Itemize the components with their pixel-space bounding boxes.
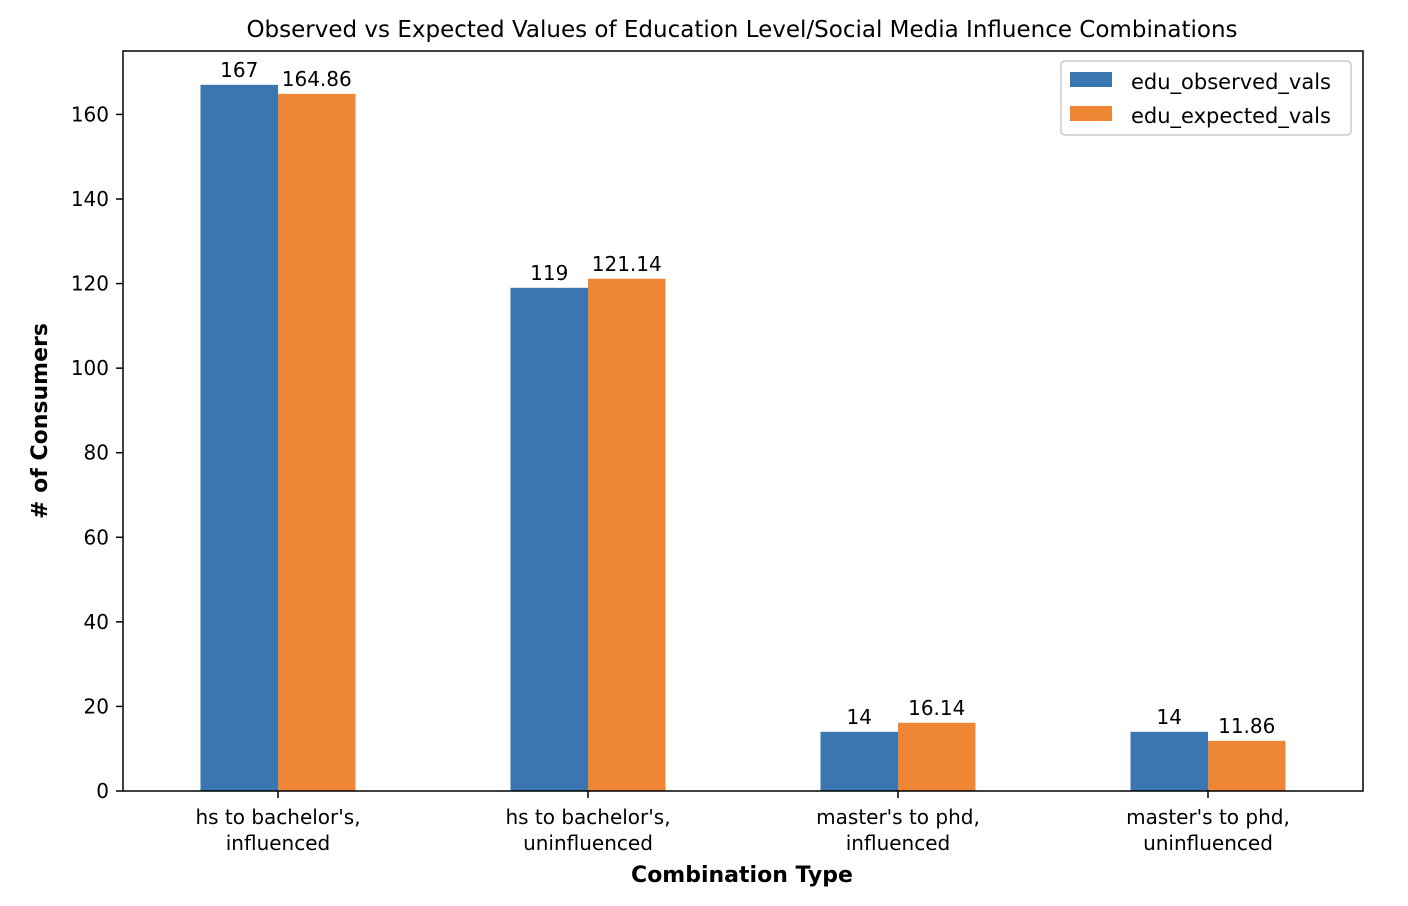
x-tick-label-0-line-1: influenced bbox=[226, 831, 330, 855]
bar-value-label-edu_observed_vals-1: 119 bbox=[530, 261, 568, 285]
bar-value-label-edu_expected_vals-2: 16.14 bbox=[908, 696, 965, 720]
bar-edu_expected_vals-0 bbox=[278, 93, 356, 792]
bar-edu_observed_vals-3 bbox=[1130, 731, 1208, 791]
y-tick-label-4: 80 bbox=[84, 441, 109, 465]
bar-edu_observed_vals-0 bbox=[200, 84, 278, 792]
y-tick-label-5: 100 bbox=[71, 356, 109, 380]
bar-edu_observed_vals-1 bbox=[510, 287, 588, 791]
legend-swatch-observed bbox=[1070, 72, 1112, 87]
y-tick-label-6: 120 bbox=[71, 272, 109, 296]
y-axis: 0 20 40 60 80 100 120 140 160 bbox=[71, 102, 123, 803]
bar-edu_observed_vals-2 bbox=[820, 731, 898, 791]
bar-value-label-edu_expected_vals-3: 11.86 bbox=[1218, 714, 1275, 738]
bar-value-label-edu_observed_vals-3: 14 bbox=[1157, 705, 1182, 729]
bar-value-label-edu_observed_vals-0: 167 bbox=[220, 58, 258, 82]
x-tick-label-0-line-0: hs to bachelor's, bbox=[195, 805, 360, 829]
y-tick-label-2: 40 bbox=[84, 610, 109, 634]
y-tick-label-1: 20 bbox=[84, 694, 109, 718]
plot-frame bbox=[122, 50, 1364, 792]
y-tick-label-8: 160 bbox=[71, 102, 109, 126]
bar-value-label-edu_observed_vals-2: 14 bbox=[847, 705, 872, 729]
x-tick-label-3-line-0: master's to phd, bbox=[1126, 805, 1290, 829]
y-tick-label-3: 60 bbox=[84, 525, 109, 549]
legend-box bbox=[1060, 60, 1352, 136]
x-tick-label-1-line-0: hs to bachelor's, bbox=[505, 805, 670, 829]
x-tick-label-3-line-1: uninfluenced bbox=[1143, 831, 1273, 855]
y-tick-label-0: 0 bbox=[96, 779, 109, 803]
bar-value-label-edu_expected_vals-0: 164.86 bbox=[282, 67, 352, 91]
y-tick-label-7: 140 bbox=[71, 187, 109, 211]
bar-edu_expected_vals-3 bbox=[1208, 740, 1286, 791]
x-axis-label: Combination Type bbox=[631, 863, 853, 888]
x-tick-label-2-line-0: master's to phd, bbox=[816, 805, 980, 829]
chart-title: Observed vs Expected Values of Education… bbox=[246, 17, 1237, 43]
bar-value-label-edu_expected_vals-1: 121.14 bbox=[592, 252, 662, 276]
legend-swatch-expected bbox=[1070, 106, 1112, 121]
legend: edu_observed_vals edu_expected_vals bbox=[1060, 60, 1352, 136]
bar-edu_expected_vals-2 bbox=[898, 722, 976, 791]
y-axis-label: # of Consumers bbox=[28, 323, 53, 519]
x-tick-label-2-line-1: influenced bbox=[846, 831, 950, 855]
bar-labels-group: 167 164.86 119 121.14 14 16.14 14 11.86 bbox=[220, 58, 1275, 738]
legend-label-observed: edu_observed_vals bbox=[1131, 70, 1331, 95]
bars-group bbox=[200, 84, 1286, 792]
x-tick-label-1-line-1: uninfluenced bbox=[523, 831, 653, 855]
bar-edu_expected_vals-1 bbox=[588, 278, 666, 791]
legend-label-expected: edu_expected_vals bbox=[1131, 104, 1331, 129]
